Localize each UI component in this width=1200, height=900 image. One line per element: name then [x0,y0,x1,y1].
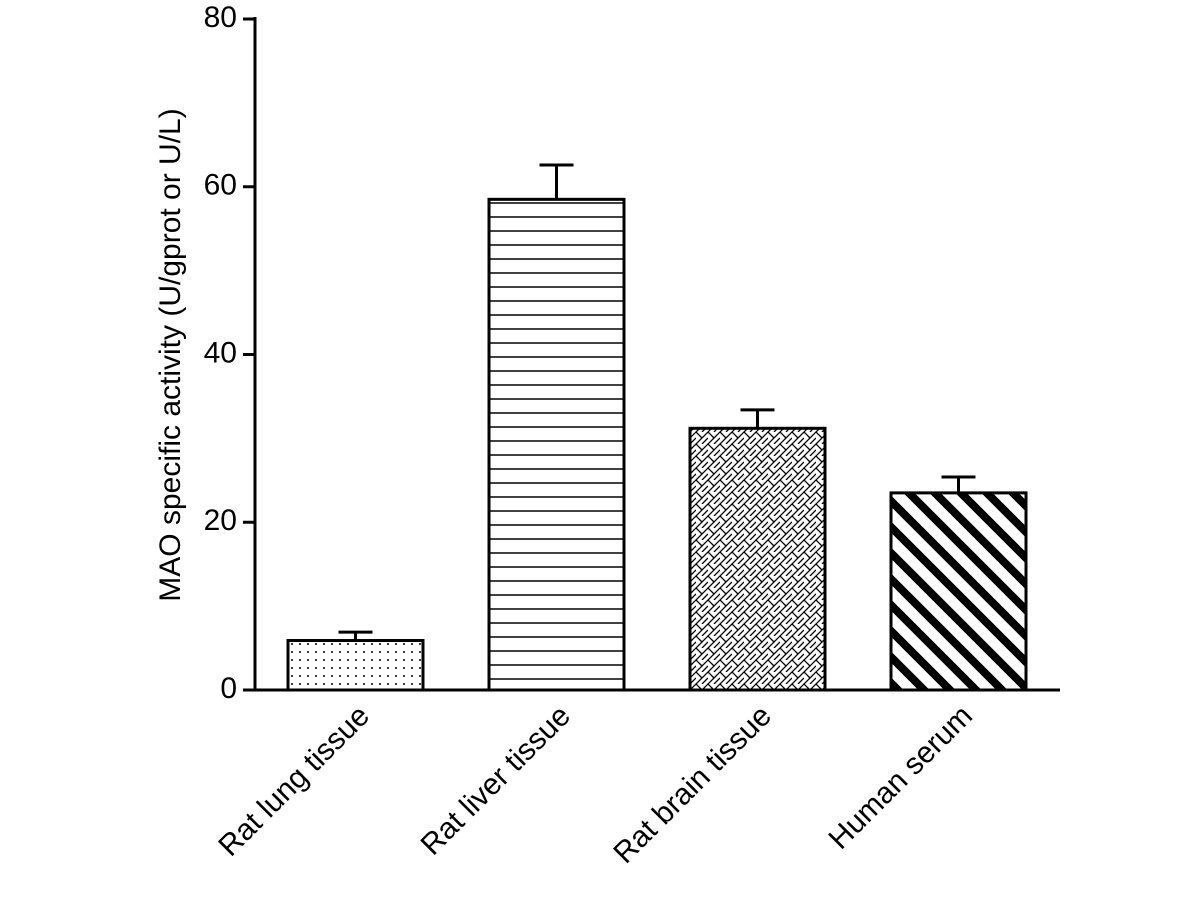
x-tick-label: Rat brain tissue [607,699,778,870]
bar [487,197,626,692]
y-tick-label: 60 [204,169,237,202]
y-tick-label: 40 [204,336,237,369]
bar [889,491,1028,692]
x-tick-label: Human serum [822,699,979,856]
x-tick-label: Rat lung tissue [212,699,376,863]
y-axis-label: MAO specific activity (U/gprot or U/L) [154,108,187,601]
y-tick-label: 0 [220,672,237,705]
y-tick-label: 80 [204,1,237,34]
y-tick-label: 20 [204,504,237,537]
bar [286,639,425,692]
x-tick-label: Rat liver tissue [415,699,577,861]
bar [688,426,827,692]
